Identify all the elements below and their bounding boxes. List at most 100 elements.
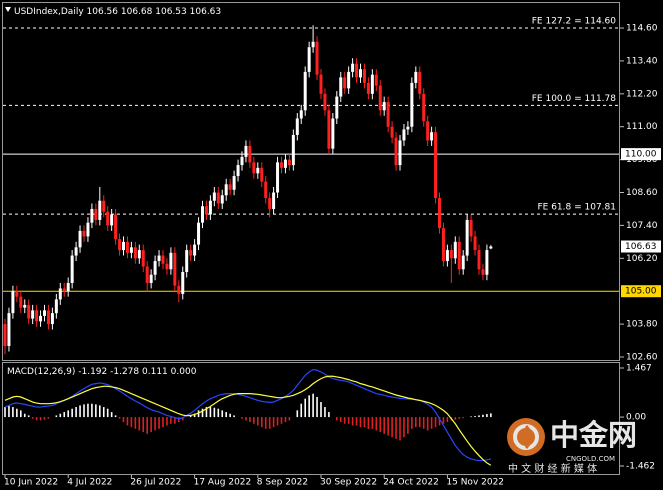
- candle-body: [410, 82, 414, 127]
- candle-body: [50, 313, 54, 325]
- y-tick-label: 111.00: [626, 122, 658, 132]
- candle-body: [374, 74, 378, 86]
- candle-body: [236, 165, 240, 177]
- x-tick-label: 10 Jun 2022: [4, 478, 58, 488]
- candle-body: [145, 266, 149, 283]
- candle-body: [473, 236, 477, 251]
- candle-body: [276, 162, 280, 193]
- candle-body: [319, 74, 323, 94]
- close-readout: 106.63: [190, 7, 222, 17]
- candle-body: [469, 219, 473, 237]
- watermark-tagline: 中 文 财 经 新 媒 体: [508, 462, 597, 475]
- logo-swirl: [524, 424, 533, 450]
- y-tick-label: 114.60: [626, 24, 658, 34]
- candle-body: [323, 93, 327, 111]
- macd-title: MACD(12,26,9): [7, 367, 75, 377]
- x-tick-label: 24 Oct 2022: [383, 478, 439, 488]
- candle-body: [118, 239, 122, 251]
- candle-body: [311, 41, 315, 48]
- candle-body: [125, 241, 129, 253]
- candle-body: [133, 247, 137, 259]
- y-tick-label: 113.40: [626, 56, 658, 66]
- candle-body: [177, 285, 181, 294]
- macd-line: [4, 368, 491, 462]
- candle-body: [27, 304, 31, 319]
- candle-body: [386, 102, 390, 127]
- price-label: 106.63: [625, 242, 657, 252]
- candle-body: [485, 250, 489, 275]
- candle-body: [418, 71, 422, 94]
- candle-body: [362, 69, 366, 83]
- logo-circle: [507, 418, 545, 456]
- candle-body: [122, 241, 125, 251]
- candle-body: [422, 93, 426, 122]
- candle-body: [98, 200, 102, 220]
- x-tick-label: 4 Jul 2022: [67, 478, 112, 488]
- candle-body: [62, 288, 66, 292]
- y-tick-label: 112.20: [626, 89, 658, 99]
- candle-body: [35, 310, 39, 322]
- main-pane-frame: [2, 2, 620, 361]
- candle-body: [453, 241, 457, 259]
- macd-readout: 0.000: [171, 367, 197, 377]
- candle-body: [70, 255, 74, 283]
- candle-body: [15, 291, 19, 297]
- chart-header: USDIndex,Daily 106.56 106.68 106.53 106.…: [14, 7, 221, 17]
- x-tick-label: 8 Sep 2022: [257, 478, 308, 488]
- candle-body: [181, 272, 185, 294]
- candle-body: [82, 230, 86, 237]
- x-tick-label: 17 Aug 2022: [194, 478, 252, 488]
- candle-body: [204, 206, 208, 215]
- candle-body: [465, 219, 469, 256]
- candle-body: [295, 118, 299, 135]
- candle-body: [434, 132, 438, 198]
- open-readout: 106.56: [87, 7, 119, 17]
- candle-body: [339, 77, 343, 97]
- y-tick-label: 1.467: [626, 364, 652, 374]
- candle-body: [359, 69, 362, 78]
- candle-body: [90, 208, 94, 223]
- candle-body: [31, 310, 35, 319]
- level-label: 110.00: [625, 150, 657, 160]
- price-box: [621, 240, 661, 253]
- candle-body: [260, 167, 264, 182]
- candle-body: [169, 252, 173, 270]
- candle-body: [426, 121, 430, 141]
- candle-body: [74, 247, 78, 256]
- candle-body: [129, 247, 133, 253]
- candle-body: [102, 200, 106, 212]
- level-label: FE 61.8 = 107.81: [537, 203, 616, 213]
- candle-body: [291, 134, 295, 166]
- candle-body: [347, 71, 351, 89]
- macd-readout: -1.192: [78, 367, 107, 377]
- candle-body: [394, 137, 398, 166]
- candle-body: [327, 110, 331, 149]
- candle-body: [457, 241, 461, 270]
- candle-body: [256, 167, 260, 174]
- candle-body: [193, 244, 197, 256]
- candle-body: [232, 176, 236, 190]
- macd-line: [4, 375, 492, 466]
- level-label: FE 100.0 = 111.78: [532, 94, 617, 104]
- candle-body: [378, 85, 382, 111]
- candle-body: [441, 228, 445, 262]
- candle-body: [173, 252, 177, 286]
- watermark-domain: CNGOLD.COM: [566, 455, 615, 463]
- candle-body: [216, 192, 220, 204]
- watermark-brand: 中金网: [550, 418, 637, 452]
- high-readout: 106.68: [121, 7, 153, 17]
- candle-body: [489, 246, 493, 249]
- candle-body: [382, 102, 386, 111]
- candle-body: [449, 250, 453, 259]
- y-tick-label: -1.462: [626, 462, 655, 472]
- candle-body: [228, 184, 232, 190]
- candle-body: [303, 71, 307, 111]
- candle-body: [185, 250, 189, 273]
- level-box: [621, 148, 661, 161]
- candle-body: [153, 261, 157, 275]
- y-tick-label: 107.40: [626, 221, 658, 231]
- level-label: FE 127.2 = 114.60: [532, 17, 617, 27]
- y-tick-label: 102.60: [626, 352, 658, 362]
